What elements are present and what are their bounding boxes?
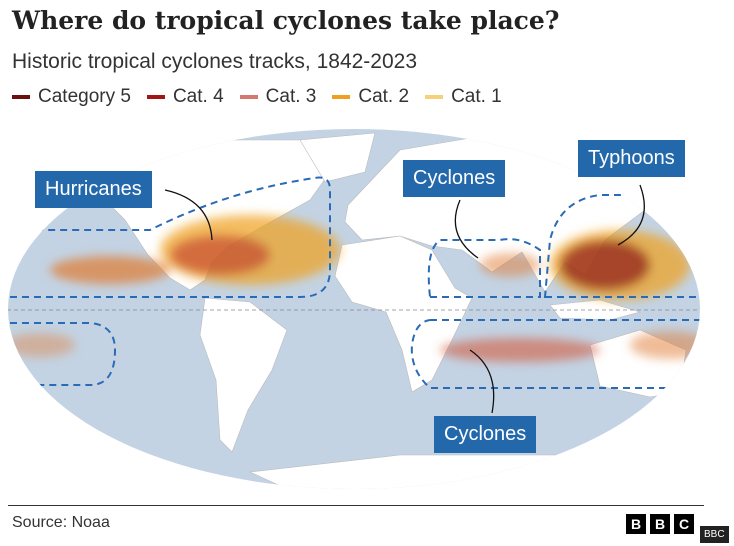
legend-swatch [12,95,30,99]
legend-item-cat5: Category 5 [12,86,131,108]
arrow-typhoons [617,184,645,246]
chart-subtitle: Historic tropical cyclones tracks, 1842-… [12,50,418,73]
greenland [299,132,376,183]
tracks-atlantic-core [170,235,270,275]
legend-swatch [332,95,351,99]
legend-swatch [239,95,258,99]
tracks-west-pacific-core [560,240,650,290]
label-cyclones-north: Cyclones [403,160,506,197]
legend-swatch [146,95,165,99]
label-typhoons: Typhoons [578,140,685,177]
arrow-cyclones-north [454,199,479,259]
legend-label: Cat. 3 [265,86,317,107]
tracks-south-pacific [630,331,700,359]
tracks-east-pacific [50,256,170,284]
legend-label: Cat. 4 [172,86,224,107]
tracks-south-indian [440,338,600,362]
africa [334,235,473,393]
bbc-logo: B B C [626,514,694,534]
arrow-cyclones-south [469,349,495,414]
source-note: Source: Noaa [12,514,110,531]
legend-item-cat3: Cat. 3 [239,86,317,108]
logo-tooltip: BBC [700,526,729,543]
cyclone-tracks [8,215,700,362]
arrow-hurricanes [164,189,213,241]
legend-item-cat1: Cat. 1 [425,86,502,108]
legend-item-cat4: Cat. 4 [146,86,224,108]
tracks-south-pacific-west [8,333,75,357]
north-indian-region [427,238,541,298]
tracks-north-indian [480,253,540,277]
label-cyclones-south: Cyclones [434,416,537,453]
legend-swatch [425,95,444,99]
south-america [199,297,288,453]
hurricane-region [10,176,331,298]
south-indian-region [410,319,700,389]
legend: Category 5 Cat. 4 Cat. 3 Cat. 2 Cat. 1 [12,86,502,108]
legend-label: Category 5 [38,86,131,107]
footer-divider [8,505,704,506]
logo-letter: B [650,514,670,534]
south-pacific-region-west [10,322,117,386]
legend-label: Cat. 2 [358,86,410,107]
label-hurricanes: Hurricanes [35,171,152,208]
logo-letter: B [626,514,646,534]
logo-letter: C [674,514,694,534]
legend-item-cat2: Cat. 2 [332,86,409,108]
chart-title: Where do tropical cyclones take place? [12,6,560,35]
legend-label: Cat. 1 [451,86,502,107]
